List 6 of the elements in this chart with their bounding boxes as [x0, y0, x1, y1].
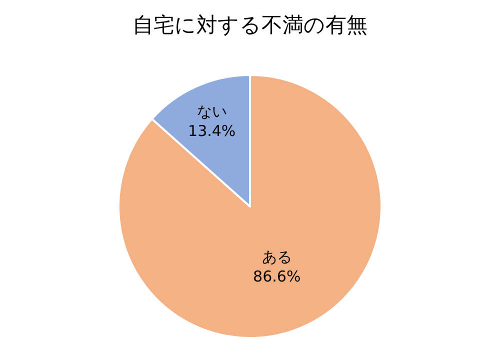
chart-title: 自宅に対する不満の有無 [132, 13, 368, 38]
slice-label: ない [196, 102, 227, 121]
data-label: 13.4% [188, 122, 236, 140]
pie-slice [118, 74, 382, 339]
data-label: 86.6% [253, 267, 301, 286]
slice-label: ある [262, 248, 292, 266]
